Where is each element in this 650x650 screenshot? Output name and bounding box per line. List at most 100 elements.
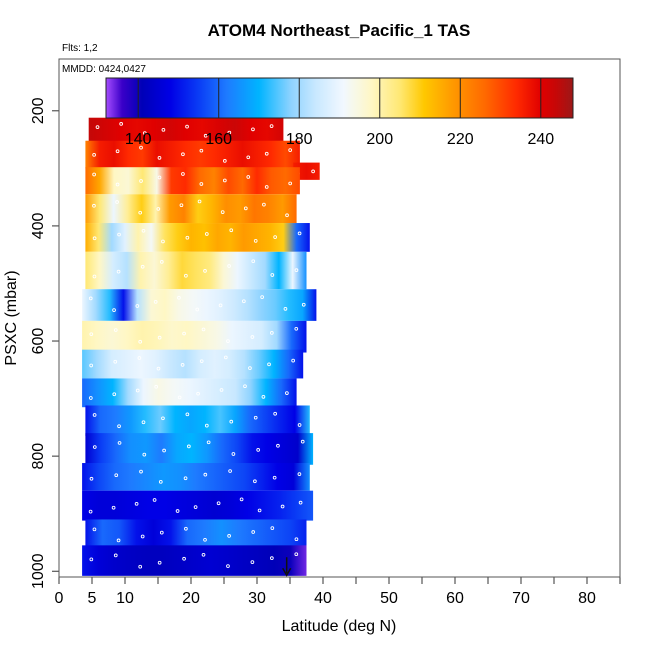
sample-point <box>185 124 189 129</box>
sample-point <box>283 306 288 311</box>
x-tick-label: 80 <box>578 590 596 607</box>
sample-point <box>193 505 198 509</box>
sample-point <box>243 206 248 211</box>
sample-point <box>116 269 121 274</box>
sample-point <box>117 424 121 429</box>
sample-point <box>260 295 264 299</box>
sample-point <box>88 296 93 301</box>
sample-point <box>177 295 181 300</box>
sample-point <box>177 395 182 400</box>
heatmap-band <box>85 167 300 195</box>
sample-point <box>135 388 140 393</box>
sample-point <box>157 156 162 160</box>
sample-point <box>285 391 289 395</box>
sample-point <box>154 384 159 389</box>
chart-title: ATOM4 Northeast_Pacific_1 TAS <box>208 21 471 40</box>
x-tick-label: 50 <box>380 590 398 607</box>
heatmap-band <box>85 223 310 252</box>
x-tick-label: 5 <box>88 590 97 607</box>
sample-point <box>92 445 97 449</box>
sample-point <box>270 273 275 277</box>
colorbar: 140 160 180 200 220 240 <box>105 77 574 148</box>
colorbar-tick-label: 220 <box>447 131 474 148</box>
sample-point <box>273 235 277 239</box>
sample-point <box>157 560 162 565</box>
dates-note: MMDD: 0424,0427 <box>62 64 146 75</box>
sample-point <box>88 396 93 400</box>
sample-point <box>273 411 277 416</box>
heatmap-band <box>85 519 307 550</box>
sample-point <box>248 366 252 370</box>
sample-point <box>142 452 147 457</box>
sample-point <box>227 130 232 135</box>
sample-point <box>251 127 255 132</box>
sample-point <box>201 552 206 557</box>
sample-point <box>162 448 166 453</box>
heatmap-band <box>82 490 314 521</box>
heatmap-band <box>85 251 307 290</box>
y-tick-label: 200 <box>30 97 47 124</box>
sample-point <box>138 339 143 344</box>
sample-point <box>203 133 208 138</box>
sample-point <box>253 415 258 420</box>
heatmap-band <box>85 140 300 169</box>
sample-point <box>184 526 188 531</box>
sample-point <box>175 509 180 513</box>
sample-point <box>92 236 97 241</box>
sample-point <box>88 509 93 514</box>
sample-point <box>135 304 140 308</box>
x-tick-label: 30 <box>248 590 266 607</box>
sample-point <box>115 200 119 204</box>
heatmap-band <box>82 463 310 491</box>
axes: 0 5 10 20 30 40 50 60 70 80 200 400 600 800 1000 <box>30 97 621 607</box>
sample-point <box>269 331 274 335</box>
sample-point <box>89 332 94 337</box>
sample-point <box>229 228 234 233</box>
sample-point <box>138 564 143 569</box>
sample-point <box>115 149 120 154</box>
sample-point <box>298 500 303 505</box>
sample-point <box>288 148 293 152</box>
sample-point <box>228 469 232 473</box>
sample-point <box>231 452 236 456</box>
sample-point <box>251 530 256 534</box>
x-tick-label: 10 <box>116 590 134 607</box>
sample-point <box>219 388 224 392</box>
marker-head <box>282 567 292 577</box>
sample-point <box>276 443 280 448</box>
sample-point <box>253 239 258 243</box>
sample-point <box>114 473 119 478</box>
sample-point <box>242 299 246 304</box>
colorbar-tick-label: 140 <box>125 131 152 148</box>
y-tick-label: 400 <box>30 212 47 239</box>
sample-point <box>182 331 186 336</box>
heatmap-band <box>85 433 314 465</box>
sample-point <box>204 423 209 428</box>
surface-marker <box>282 557 292 577</box>
sample-point <box>294 268 299 272</box>
heatmap-band <box>85 194 297 224</box>
sample-point <box>239 497 244 502</box>
sample-point <box>195 307 200 312</box>
sample-point <box>297 231 302 236</box>
sample-point <box>294 552 299 557</box>
sample-point <box>156 207 161 211</box>
sample-point <box>294 537 299 542</box>
sample-point <box>111 505 116 510</box>
sample-point <box>116 538 121 543</box>
sample-point <box>203 537 207 542</box>
y-tick-label: 600 <box>30 328 47 355</box>
sample-point <box>285 213 289 218</box>
sample-point <box>161 416 165 421</box>
sample-point <box>229 419 234 424</box>
sample-point <box>301 302 306 307</box>
sample-point <box>185 235 190 240</box>
heatmap-band <box>82 545 307 576</box>
sample-point <box>264 185 269 189</box>
heatmap-band <box>88 117 284 143</box>
sample-point <box>139 179 143 183</box>
sample-point <box>187 444 191 449</box>
sample-point <box>92 203 96 208</box>
sample-point <box>203 269 207 273</box>
sample-point <box>262 202 266 207</box>
